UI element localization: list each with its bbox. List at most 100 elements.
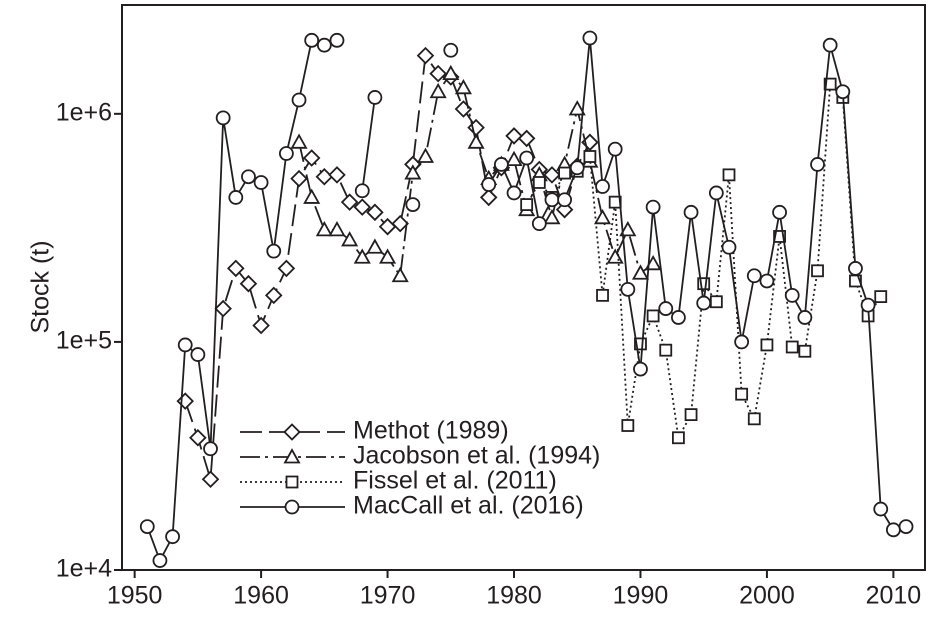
data-point [302, 149, 321, 167]
data-point [165, 529, 180, 545]
data-point [645, 199, 661, 215]
data-point [543, 166, 561, 184]
data-point [607, 141, 623, 157]
data-point [303, 188, 321, 204]
data-point [404, 164, 422, 180]
data-point [633, 361, 648, 377]
data-point [278, 146, 294, 161]
x-tick-label: 1950 [107, 582, 163, 610]
series-line [298, 72, 654, 279]
data-point [683, 204, 699, 220]
data-point [582, 30, 598, 46]
y-tick-label: 1e+5 [56, 327, 112, 355]
data-point [429, 64, 447, 83]
data-point [505, 150, 523, 166]
data-point [595, 179, 610, 194]
x-tick-label: 2000 [739, 582, 795, 610]
data-point [721, 239, 737, 255]
data-point [822, 37, 838, 53]
data-point [315, 167, 334, 186]
data-point [672, 431, 685, 445]
data-point [596, 288, 609, 302]
x-tick-label: 2010 [866, 582, 922, 610]
data-point [697, 277, 711, 291]
data-point [277, 259, 296, 278]
data-point [569, 160, 585, 176]
data-point [784, 287, 800, 303]
data-point [860, 297, 876, 313]
data-point [811, 264, 824, 278]
data-point [252, 316, 270, 335]
data-point [189, 428, 207, 447]
data-point [416, 147, 435, 163]
data-point [215, 110, 231, 126]
data-point [531, 216, 547, 232]
data-point [558, 166, 571, 180]
data-point [454, 78, 472, 95]
data-point [416, 46, 435, 65]
y-tick-label: 1e+4 [56, 555, 112, 583]
data-point [290, 133, 308, 149]
data-point [328, 220, 346, 237]
data-point [519, 150, 535, 166]
data-point [898, 519, 914, 534]
legend-label: Methot (1989) [353, 417, 509, 445]
data-point [190, 347, 206, 362]
data-point [810, 157, 825, 172]
data-point [583, 150, 597, 163]
data-point [735, 387, 749, 401]
data-point [885, 522, 901, 538]
data-point [746, 268, 762, 284]
data-point [619, 220, 637, 237]
x-tick-label: 1980 [486, 582, 542, 610]
data-point [734, 334, 750, 350]
data-point [532, 176, 546, 189]
data-point [772, 204, 787, 220]
data-point [177, 337, 193, 353]
data-point [823, 77, 837, 91]
data-point [671, 310, 686, 325]
data-point [493, 157, 509, 172]
data-point [201, 470, 220, 489]
data-point [708, 185, 724, 201]
data-point [391, 214, 409, 233]
data-point [620, 281, 636, 297]
data-point [442, 64, 460, 81]
data-point [722, 168, 736, 182]
data-point [228, 190, 244, 205]
data-point [366, 238, 384, 254]
x-tick-label: 1990 [613, 582, 669, 610]
data-point [835, 84, 851, 100]
legend-label: MacCall et al. (2016) [353, 492, 584, 520]
data-point [659, 343, 673, 357]
data-point [797, 310, 813, 325]
data-point [264, 286, 283, 305]
data-point [506, 185, 522, 201]
data-point [203, 441, 218, 457]
data-point [379, 248, 397, 264]
data-point [593, 208, 612, 225]
data-point [253, 175, 269, 190]
legend-marker [283, 423, 301, 441]
data-point [391, 266, 409, 283]
data-point [176, 392, 195, 410]
legend-marker [284, 499, 300, 515]
data-point [227, 259, 245, 278]
legend-marker [285, 475, 299, 489]
data-point [759, 273, 775, 289]
data-point [631, 264, 650, 280]
x-tick-label: 1970 [360, 582, 416, 610]
data-point [621, 419, 635, 432]
data-point [241, 169, 256, 185]
data-point [646, 309, 660, 323]
data-point [747, 412, 761, 426]
data-point [568, 100, 586, 116]
data-point [658, 301, 674, 316]
data-point [709, 295, 723, 309]
data-point [760, 338, 774, 352]
data-point [152, 553, 168, 568]
data-point [544, 192, 560, 208]
data-point [443, 42, 459, 58]
data-point [290, 169, 308, 188]
